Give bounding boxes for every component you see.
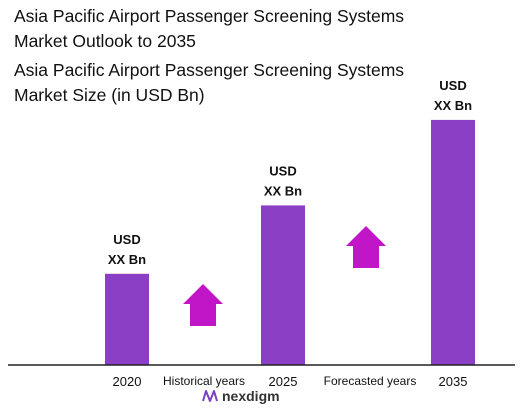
period-labels-group: Historical years Forecasted years (163, 374, 416, 388)
data-label-currency: USD (113, 232, 140, 247)
period-label-historical: Historical years (163, 374, 245, 388)
x-tick-labels-group: 2020 2025 2035 (113, 374, 468, 389)
forecast-growth-arrow-icon (346, 226, 386, 268)
data-label-value: XX Bn (108, 252, 146, 267)
data-label-currency: USD (269, 163, 296, 178)
nexdigm-logo-icon (202, 390, 218, 402)
x-tick-label-2020: 2020 (113, 374, 142, 389)
x-tick-label-2035: 2035 (439, 374, 468, 389)
data-label-value: XX Bn (434, 98, 472, 113)
data-label-value: XX Bn (264, 183, 302, 198)
bar-2025 (261, 205, 305, 365)
bars-group (105, 119, 475, 366)
data-labels-group: USD XX Bn USD XX Bn USD XX Bn (108, 78, 472, 267)
bar-2020 (105, 273, 149, 365)
chart-title: Asia Pacific Airport Passenger Screening… (14, 6, 405, 51)
x-tick-label-2025: 2025 (269, 374, 298, 389)
data-label-currency: USD (439, 78, 466, 93)
brand-logo-text: nexdigm (222, 388, 280, 404)
historical-growth-arrow-icon (183, 284, 223, 326)
chart-subtitle: Asia Pacific Airport Passenger Screening… (14, 60, 405, 105)
bar-2035 (431, 119, 475, 366)
brand-logo: nexdigm (202, 388, 280, 404)
growth-arrows-group (183, 226, 386, 326)
period-label-forecasted: Forecasted years (324, 374, 417, 388)
